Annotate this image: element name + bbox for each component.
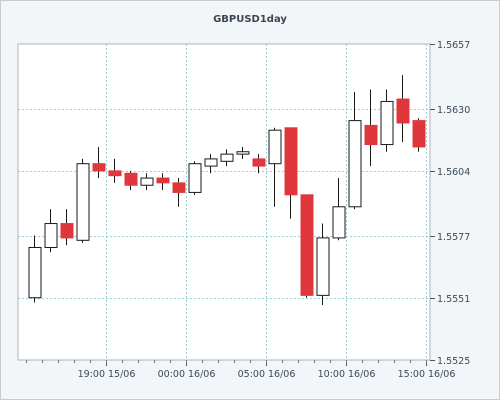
x-tick-label: 15:00 16/06	[398, 369, 456, 380]
x-tick-label: 00:00 16/06	[158, 369, 216, 380]
candle-body-down	[252, 158, 266, 167]
y-tick-label: 1.5657	[437, 40, 470, 51]
candle-body-down	[300, 194, 314, 296]
candle-body-down	[172, 182, 186, 193]
candle-body-up	[220, 153, 234, 162]
y-tick-label: 1.5577	[437, 232, 470, 243]
candle-body-up	[76, 163, 90, 241]
candle-body-down	[124, 172, 138, 186]
candle-body-down	[60, 223, 74, 239]
y-tick-label: 1.5525	[437, 356, 470, 367]
candle-body-down	[92, 163, 106, 172]
candle-body-up	[316, 237, 330, 296]
candle-body-up	[44, 223, 58, 248]
candle-body-up	[348, 120, 362, 208]
candle-body-up	[380, 100, 394, 146]
candle-body-down	[396, 98, 410, 124]
x-tick-label: 10:00 16/06	[318, 369, 376, 380]
candle-body-up	[332, 206, 346, 239]
candle-body-down	[284, 127, 298, 196]
candles	[28, 75, 426, 305]
candle-body-down	[156, 177, 170, 184]
y-tick-label: 1.5630	[437, 105, 470, 116]
candle-body-up	[140, 177, 154, 186]
candle-body-up	[28, 246, 42, 299]
x-tick-label: 05:00 16/06	[238, 369, 296, 380]
chart-title: GBPUSD1day	[213, 14, 287, 25]
axes: 1.5657 1.5630 1.5604 1.5577 1.5551 1.5525 19:0…	[26, 40, 470, 380]
candle-body-up	[188, 163, 202, 193]
candle-body-down	[364, 124, 378, 146]
candle-body-down	[412, 120, 426, 148]
y-tick-label: 1.5551	[437, 294, 470, 305]
y-tick-label: 1.5604	[437, 167, 470, 178]
candle-body-up	[204, 158, 218, 167]
candle-body-up	[236, 151, 250, 155]
candle-body-up	[268, 129, 282, 165]
x-tick-label: 19:00 15/06	[78, 369, 136, 380]
candle-body-down	[108, 170, 122, 177]
